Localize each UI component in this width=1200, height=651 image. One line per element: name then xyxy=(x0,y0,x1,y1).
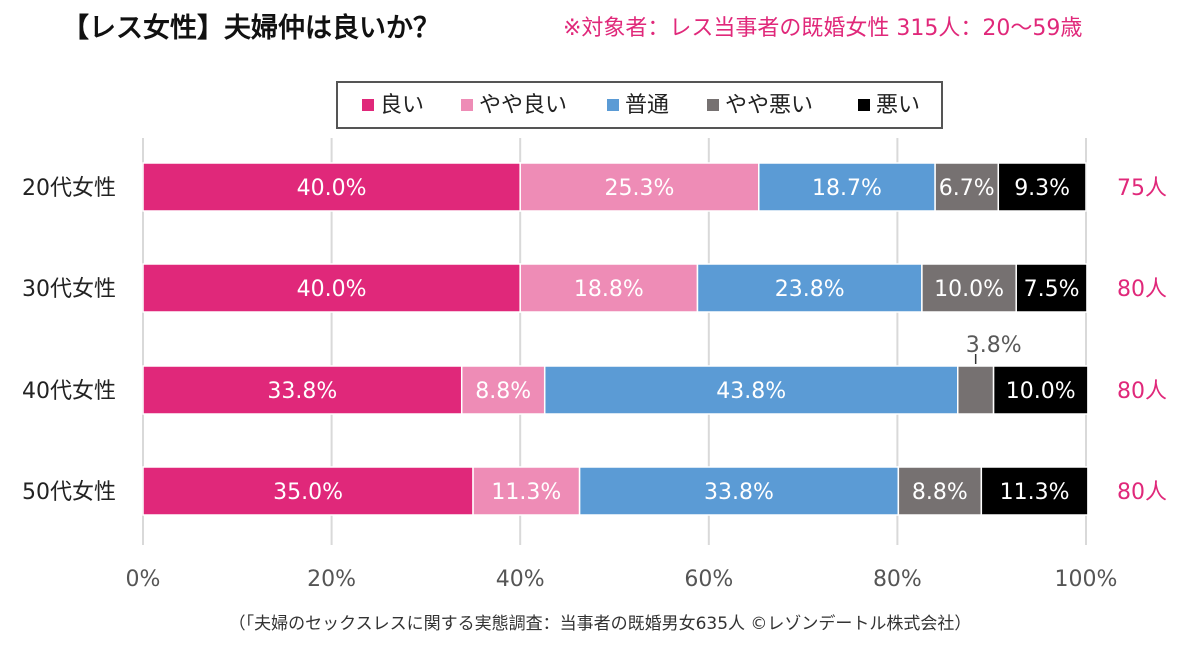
bar-segment xyxy=(897,466,983,516)
respondent-count: 80人 xyxy=(1117,480,1167,505)
legend-swatch xyxy=(607,99,619,111)
legend-label: 悪い xyxy=(876,93,920,118)
category-label: 40代女性 xyxy=(22,379,116,404)
x-tick-label: 20% xyxy=(307,567,356,592)
data-label: 33.8% xyxy=(267,379,337,404)
labels: 0% 20% 40% 60% 80% 100% 20代女性 40.0% 25.3% 18.7% 6.… xyxy=(22,176,1167,592)
x-tick-label: 0% xyxy=(126,567,161,592)
legend-label: やや悪い xyxy=(725,93,813,118)
bar-segment xyxy=(472,466,581,516)
legend-swatch xyxy=(461,99,473,111)
bar-segment xyxy=(519,263,699,313)
chart-title: 【レス女性】夫婦仲は良いか？ xyxy=(62,13,440,44)
bar-segment xyxy=(957,365,995,415)
category-label: 30代女性 xyxy=(22,277,116,302)
data-label: 10.0% xyxy=(1006,379,1076,404)
bar-segment xyxy=(142,466,474,516)
category-label: 20代女性 xyxy=(22,176,116,201)
data-label: 23.8% xyxy=(775,277,845,302)
bar-segment xyxy=(142,162,521,212)
bar-segment xyxy=(934,162,1000,212)
data-label: 11.3% xyxy=(1000,480,1070,505)
chart-subtitle: ※対象者：レス当事者の既婚女性 315人：20〜59歳 xyxy=(563,16,1083,41)
x-tick-label: 60% xyxy=(684,567,733,592)
bars xyxy=(142,162,1089,516)
legend-label: 普通 xyxy=(625,93,669,118)
x-tick-label: 100% xyxy=(1055,567,1118,592)
bar-segment xyxy=(1015,263,1088,313)
data-label: 18.7% xyxy=(812,176,882,201)
data-label-outside: 3.8% xyxy=(966,333,1022,358)
legend-frame xyxy=(336,81,943,129)
data-label: 10.0% xyxy=(934,277,1004,302)
bar-segment xyxy=(921,263,1017,313)
category-label: 50代女性 xyxy=(22,480,116,505)
data-label: 43.8% xyxy=(716,379,786,404)
legend-label: 良い xyxy=(380,93,424,118)
data-label: 7.5% xyxy=(1024,277,1080,302)
bar-segment xyxy=(578,466,900,516)
legend-swatch xyxy=(362,99,374,111)
bar-segment xyxy=(460,365,546,415)
data-label: 9.3% xyxy=(1014,176,1070,201)
data-label: 6.7% xyxy=(939,176,995,201)
legend: 良い やや良い 普通 やや悪い 悪い xyxy=(362,93,920,118)
bar-segment xyxy=(519,162,760,212)
bar-segment xyxy=(992,365,1089,415)
data-label: 25.3% xyxy=(605,176,675,201)
bar-segment xyxy=(696,263,923,313)
bar-segment xyxy=(758,162,936,212)
data-label: 8.8% xyxy=(475,379,531,404)
data-label: 40.0% xyxy=(297,176,367,201)
respondent-count: 80人 xyxy=(1117,277,1167,302)
legend-swatch xyxy=(707,99,719,111)
legend-label: やや良い xyxy=(479,93,567,118)
data-label: 18.8% xyxy=(574,277,644,302)
respondent-count: 80人 xyxy=(1117,379,1167,404)
x-tick-label: 80% xyxy=(873,567,922,592)
data-label: 33.8% xyxy=(704,480,774,505)
bar-segment xyxy=(142,263,521,313)
bar-segment xyxy=(997,162,1087,212)
x-tick-label: 40% xyxy=(496,567,545,592)
source-footnote: （「夫婦のセックスレスに関する実態調査：当事者の既婚男女635人 ©レゾンデート… xyxy=(228,614,972,634)
legend-swatch xyxy=(858,99,870,111)
data-label: 8.8% xyxy=(912,480,968,505)
data-label: 35.0% xyxy=(273,480,343,505)
data-label: 40.0% xyxy=(297,277,367,302)
data-label: 11.3% xyxy=(491,480,561,505)
bar-segment xyxy=(980,466,1089,516)
respondent-count: 75人 xyxy=(1117,176,1167,201)
